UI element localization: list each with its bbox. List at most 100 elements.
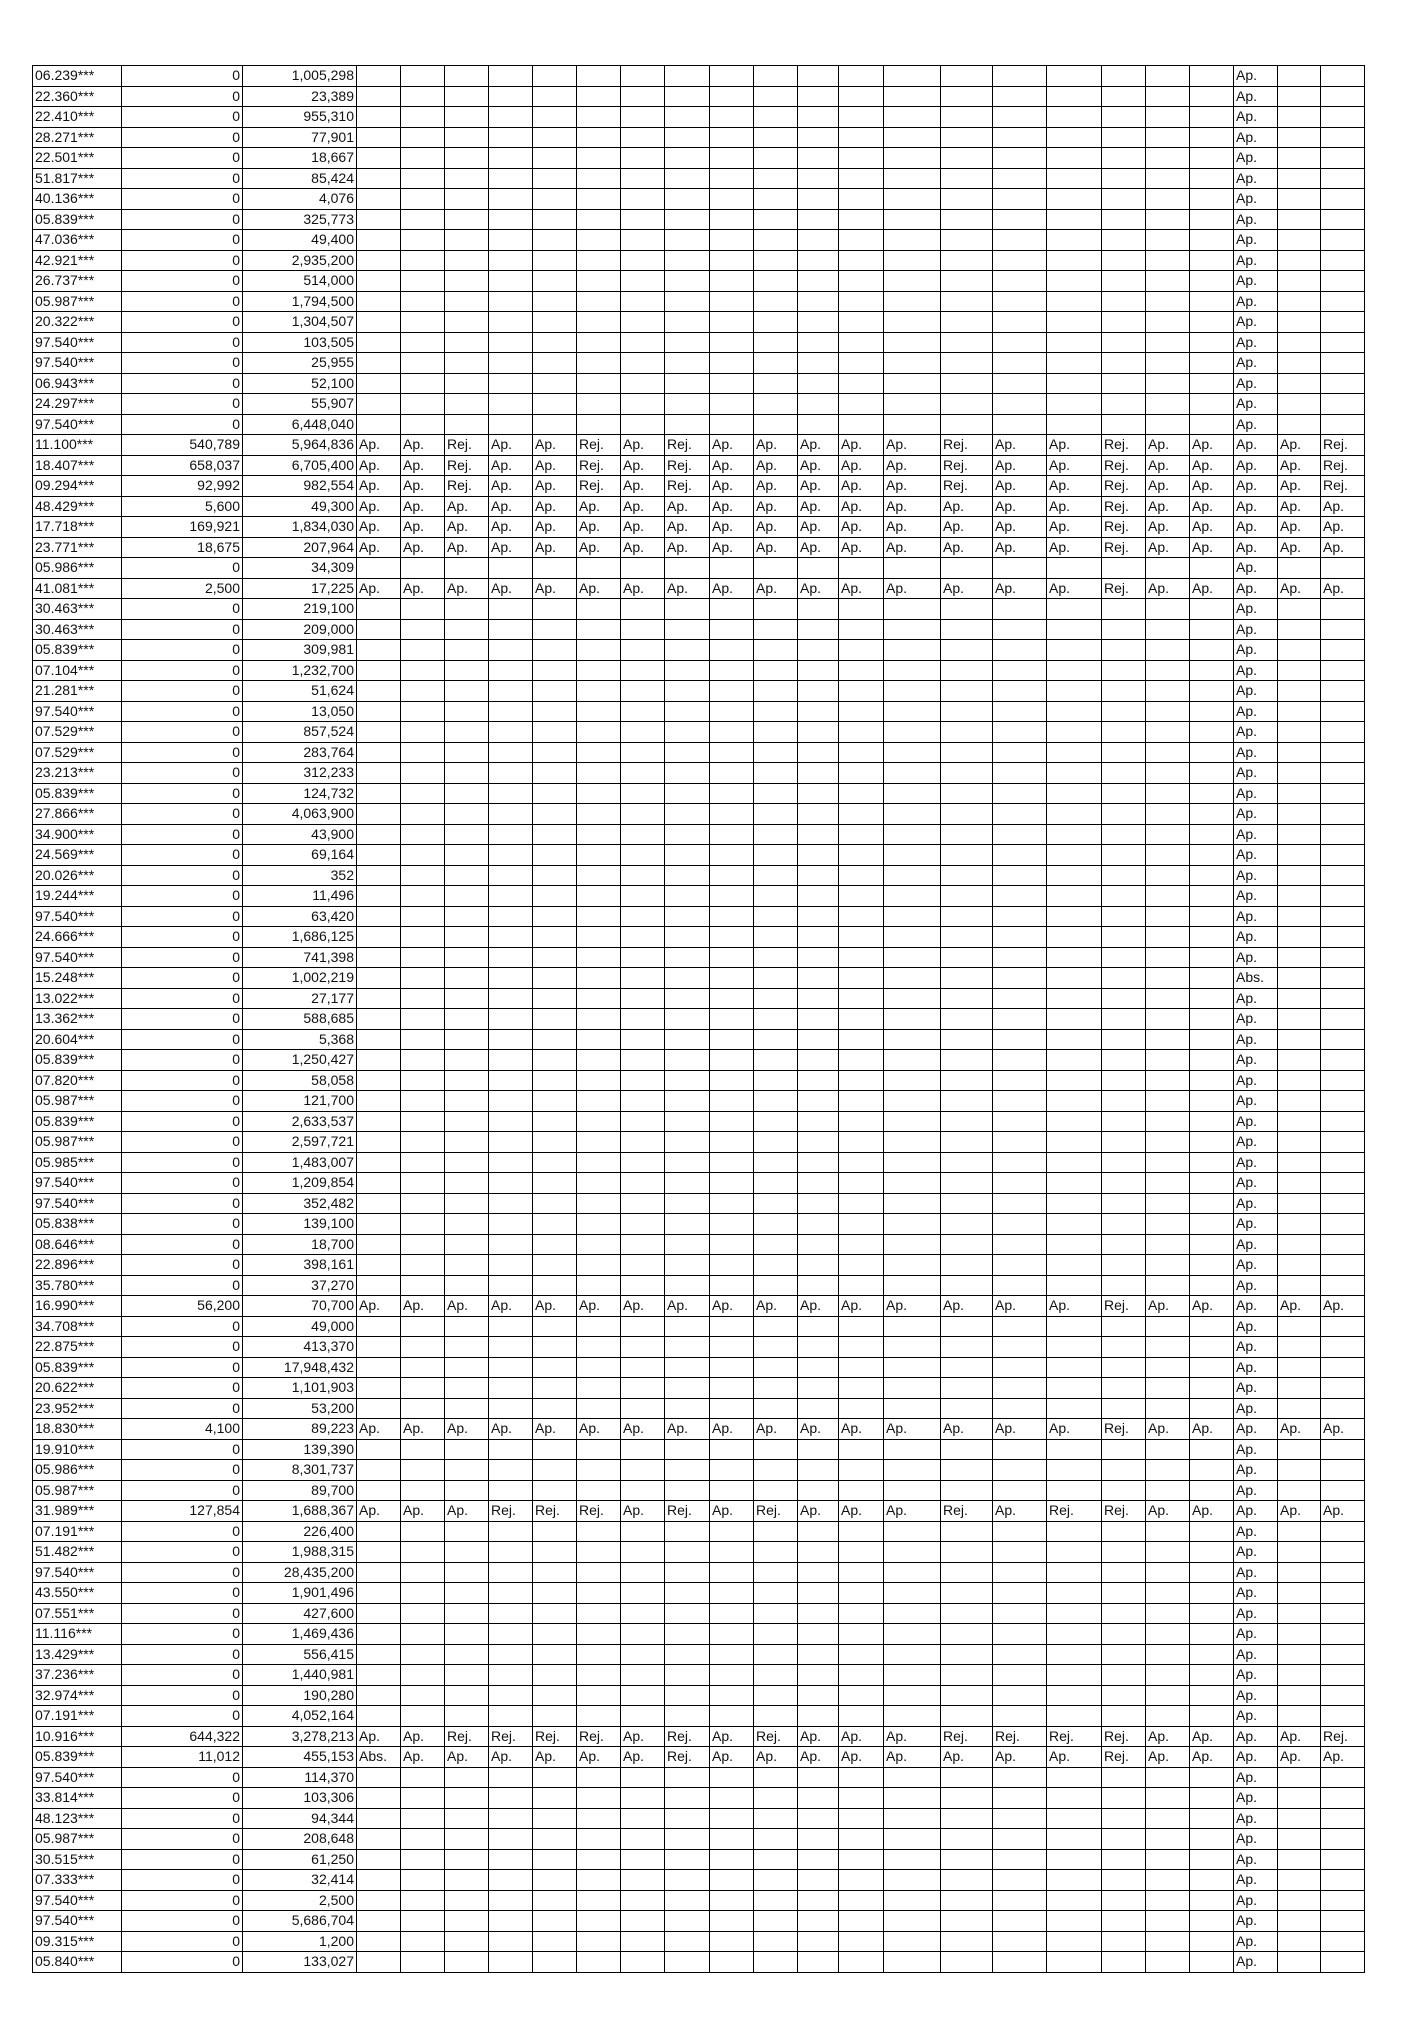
status-cell: Ap. (1233, 1213, 1278, 1235)
status-cell (620, 372, 665, 394)
status-cell (1046, 1377, 1102, 1399)
status-cell (532, 1192, 577, 1214)
status-cell: Ap. (1233, 1110, 1278, 1132)
status-cell (532, 598, 577, 620)
amount-cell-1: 0 (121, 1848, 243, 1870)
table-row: 05.987*** 0 1,794,500 Ap. (32, 290, 1365, 312)
status-cell (838, 1623, 884, 1645)
status-cell (940, 413, 993, 435)
table-row: 97.540*** 0 6,448,040 Ap. (32, 413, 1365, 435)
status-cell (444, 1930, 489, 1952)
status-cell (664, 741, 710, 763)
amount-cell-2: 4,076 (242, 188, 357, 210)
status-cell (1189, 1090, 1234, 1112)
table-row: 05.838*** 0 139,100 Ap. (32, 1213, 1365, 1235)
status-cell (488, 741, 533, 763)
amount-cell-2: 103,505 (242, 331, 357, 353)
status-cell (709, 352, 754, 374)
status-cell (1046, 1008, 1102, 1030)
status-cell (356, 803, 401, 825)
status-cell: Ap. (1233, 311, 1278, 333)
table-row: 20.622*** 0 1,101,903 Ap. (32, 1377, 1365, 1399)
status-cell (753, 106, 798, 128)
status-cell (400, 1274, 445, 1296)
status-cell (797, 1930, 839, 1952)
amount-cell-2: 398,161 (242, 1254, 357, 1276)
status-cell: Rej. (444, 434, 489, 456)
table-row: 09.315*** 0 1,200 Ap. (32, 1930, 1365, 1952)
status-cell (576, 1049, 621, 1071)
status-cell (664, 557, 710, 579)
status-cell (940, 1028, 993, 1050)
status-cell (883, 167, 941, 189)
status-cell (444, 844, 489, 866)
status-cell (532, 782, 577, 804)
status-cell (1189, 1643, 1234, 1665)
status-cell (488, 967, 533, 989)
status-cell (753, 680, 798, 702)
status-cell (400, 1602, 445, 1624)
status-cell (400, 1889, 445, 1911)
status-cell: Ap. (883, 475, 941, 497)
status-cell: Ap. (1233, 905, 1278, 927)
status-cell (992, 1438, 1047, 1460)
status-cell (1101, 270, 1146, 292)
status-cell (883, 926, 941, 948)
amount-cell-1: 0 (121, 926, 243, 948)
status-cell (488, 311, 533, 333)
status-cell (883, 147, 941, 169)
status-cell (356, 680, 401, 702)
status-cell (1145, 1582, 1190, 1604)
status-cell (1277, 864, 1321, 886)
status-cell: Ap. (838, 1746, 884, 1768)
status-cell (709, 1582, 754, 1604)
status-cell (1101, 331, 1146, 353)
status-cell (838, 1766, 884, 1788)
amount-cell-2: 18,667 (242, 147, 357, 169)
status-cell: Ap. (797, 1725, 839, 1747)
status-cell (992, 106, 1047, 128)
status-cell (1145, 1110, 1190, 1132)
status-cell (838, 1069, 884, 1091)
status-cell (883, 1828, 941, 1850)
amount-cell-2: 53,200 (242, 1397, 357, 1419)
status-cell (488, 1930, 533, 1952)
status-cell (488, 926, 533, 948)
status-cell (356, 1090, 401, 1112)
status-cell (1145, 85, 1190, 107)
amount-cell-2: 61,250 (242, 1848, 357, 1870)
status-cell: Ap. (400, 536, 445, 558)
table-row: 19.910*** 0 139,390 Ap. (32, 1438, 1365, 1460)
status-cell (620, 1172, 665, 1194)
status-cell (488, 1582, 533, 1604)
status-cell (532, 147, 577, 169)
status-cell (797, 126, 839, 148)
status-cell (1046, 1807, 1102, 1829)
status-cell (356, 393, 401, 415)
status-cell (620, 1643, 665, 1665)
amount-cell-1: 0 (121, 1520, 243, 1542)
amount-cell-2: 6,705,400 (242, 454, 357, 476)
row-id-cell: 19.244*** (32, 885, 122, 907)
status-cell (532, 700, 577, 722)
status-cell: Ap. (1233, 618, 1278, 640)
status-cell: Rej. (753, 1725, 798, 1747)
status-cell (1277, 1643, 1321, 1665)
status-cell (576, 1356, 621, 1378)
status-cell (488, 1377, 533, 1399)
status-cell: Ap. (753, 516, 798, 538)
status-cell (444, 782, 489, 804)
status-cell (488, 167, 533, 189)
status-cell (664, 1151, 710, 1173)
status-cell (1101, 1869, 1146, 1891)
status-cell (1145, 1192, 1190, 1214)
status-cell (488, 782, 533, 804)
status-cell (664, 1766, 710, 1788)
status-cell (940, 1541, 993, 1563)
amount-cell-1: 0 (121, 1438, 243, 1460)
status-cell (488, 1192, 533, 1214)
row-id-cell: 51.482*** (32, 1541, 122, 1563)
status-cell (1189, 1910, 1234, 1932)
status-cell (488, 1807, 533, 1829)
status-cell (532, 1438, 577, 1460)
